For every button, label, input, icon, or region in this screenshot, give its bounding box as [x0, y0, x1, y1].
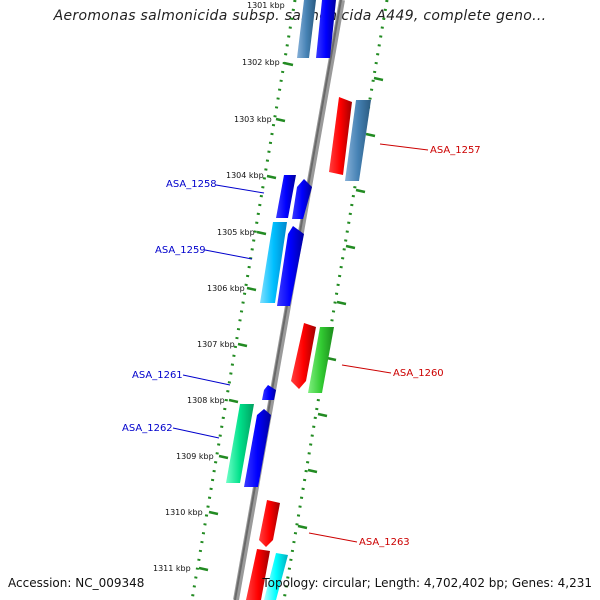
tick-label: 1302 kbp	[242, 58, 280, 67]
tick-label: 1306 kbp	[207, 284, 245, 293]
gene-label-asa-1258: ASA_1258	[166, 179, 217, 190]
gc-track-right	[282, 0, 389, 600]
gene-feature	[308, 327, 334, 393]
gene-feature	[316, 0, 336, 58]
gene-label-asa-1260: ASA_1260	[393, 368, 444, 379]
gene-feature	[277, 226, 304, 306]
gene-label-asa-1261: ASA_1261	[132, 370, 183, 381]
ruler-ticks	[198, 61, 384, 572]
gene-labels[interactable]: ASA_1257 ASA_1258 ASA_1259 ASA_1260 ASA_…	[122, 145, 481, 548]
gene-feature	[259, 500, 280, 547]
tick-label: 1303 kbp	[234, 115, 272, 124]
gene-feature	[345, 100, 371, 181]
tick-label: 1305 kbp	[217, 228, 255, 237]
tick-label: 1304 kbp	[226, 171, 264, 180]
tick-label: 1308 kbp	[187, 396, 225, 405]
ruler-labels: 1301 kbp 1302 kbp 1303 kbp 1304 kbp 1305…	[153, 1, 285, 573]
gene-leaders	[172, 143, 429, 543]
map-title: Aeromonas salmonicida subsp. salmonicida…	[53, 8, 547, 24]
gene-feature	[226, 404, 254, 483]
gene-label-asa-1259: ASA_1259	[155, 245, 206, 256]
tick-label: 1301 kbp	[247, 1, 285, 10]
gene-feature	[276, 175, 296, 218]
gene-feature	[246, 549, 270, 600]
gene-label-asa-1262: ASA_1262	[122, 423, 173, 434]
tick-label: 1307 kbp	[197, 340, 235, 349]
tick-label: 1310 kbp	[165, 508, 203, 517]
gene-feature	[291, 323, 316, 389]
gene-feature	[297, 0, 316, 58]
gene-features[interactable]	[226, 0, 371, 600]
gene-feature	[329, 97, 352, 175]
gene-feature	[262, 385, 276, 400]
gene-feature	[244, 409, 271, 487]
tick-label: 1309 kbp	[176, 452, 214, 461]
gene-feature	[264, 553, 288, 600]
gene-feature	[260, 222, 287, 303]
gene-feature	[292, 179, 312, 219]
gene-label-asa-1263: ASA_1263	[359, 537, 410, 548]
tick-label: 1311 kbp	[153, 564, 191, 573]
gene-label-asa-1257: ASA_1257	[430, 145, 481, 156]
topology-summary: Topology: circular; Length: 4,702,402 bp…	[262, 576, 592, 590]
accession-text: Accession: NC_009348	[8, 576, 145, 590]
